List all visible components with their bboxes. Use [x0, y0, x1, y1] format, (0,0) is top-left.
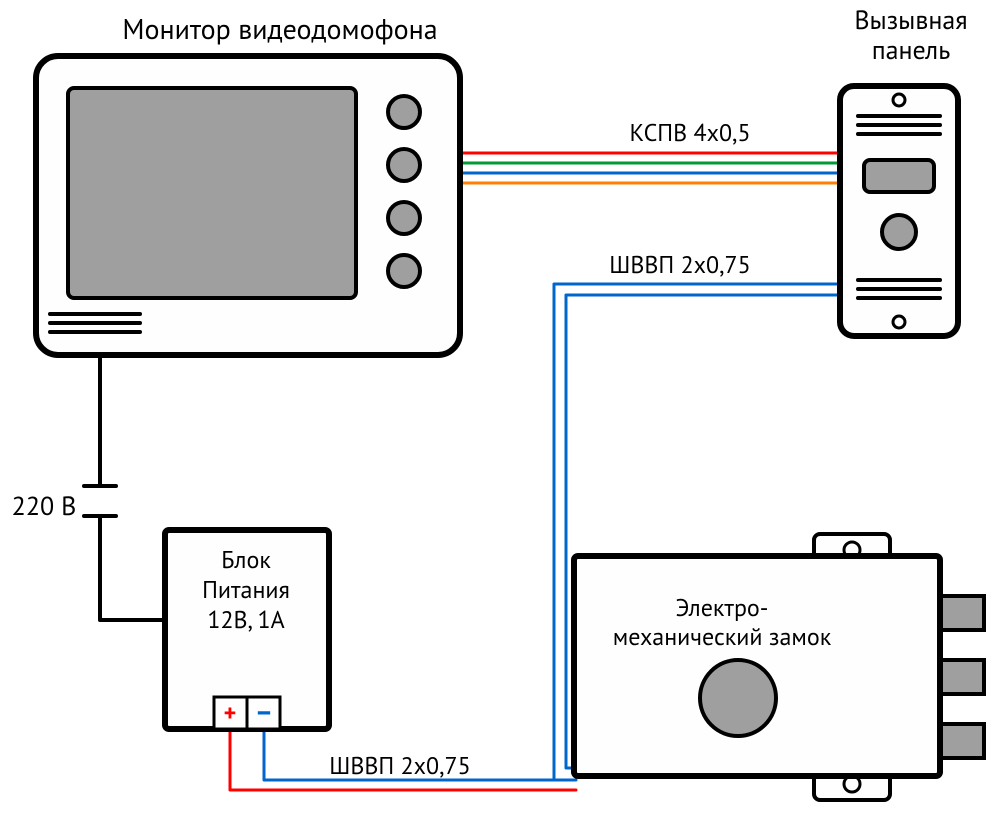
svg-text:+: +	[224, 697, 237, 728]
wiring-diagram: +–	[0, 0, 1000, 840]
psu-line1: Блок	[221, 544, 271, 575]
mains-label: 220 В	[4, 490, 84, 523]
lock	[574, 534, 984, 800]
svg-text:–: –	[255, 692, 273, 729]
cable-mid-label: ШВВП 2х0,75	[580, 249, 780, 280]
monitor	[36, 56, 460, 355]
psu-label: Блок Питания 12В, 1A	[176, 545, 316, 635]
monitor-title: Монитор видеодомофона	[100, 10, 460, 47]
panel-title-line1: Вызывная	[854, 4, 967, 37]
lock-label: Электро- механический замок	[598, 594, 846, 652]
call-panel	[840, 86, 958, 336]
panel-title: Вызывная панель	[826, 6, 996, 66]
psu-line2: Питания	[202, 574, 290, 605]
cable-top-label: КСПВ 4х0,5	[590, 117, 790, 148]
psu-line3: 12В, 1A	[207, 604, 284, 635]
panel-title-line2: панель	[872, 34, 951, 67]
cable-bot-label: ШВВП 2х0,75	[300, 750, 500, 781]
lock-line2: механический замок	[613, 621, 831, 652]
lock-line1: Электро-	[676, 592, 769, 623]
